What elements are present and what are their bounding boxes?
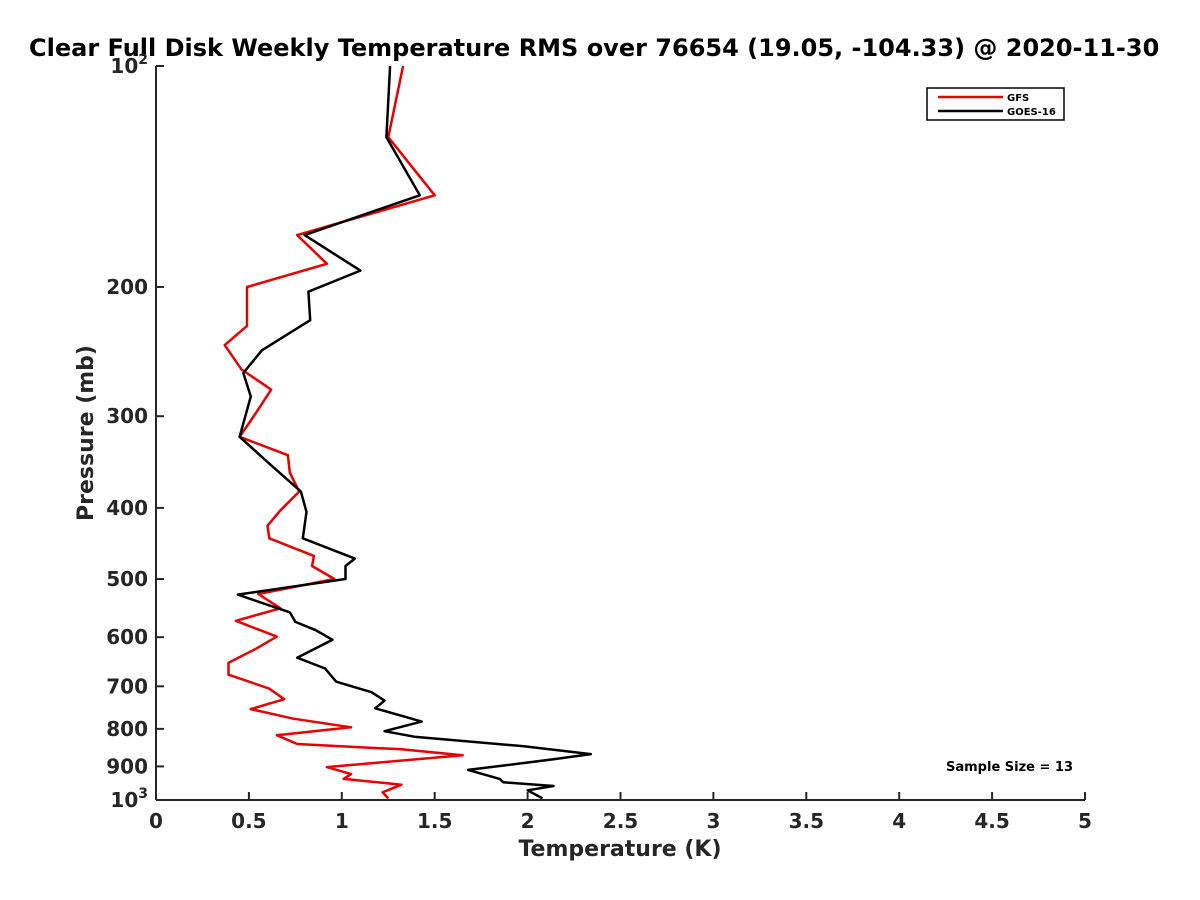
x-tick-label: 5 bbox=[1078, 809, 1092, 833]
y-tick-label: 400 bbox=[106, 496, 148, 520]
chart-title: Clear Full Disk Weekly Temperature RMS o… bbox=[29, 34, 1159, 62]
y-tick-label: 102 bbox=[110, 52, 148, 78]
legend: GFS GOES-16 bbox=[926, 87, 1065, 121]
y-tick-label: 800 bbox=[106, 717, 148, 741]
y-axis-label: Pressure (mb) bbox=[74, 345, 99, 521]
y-tick-label: 700 bbox=[106, 674, 148, 698]
y-tick-label-base: 400 bbox=[106, 496, 148, 520]
legend-label-gfs: GFS bbox=[1007, 93, 1029, 104]
y-tick-label-base: 900 bbox=[106, 754, 148, 778]
y-tick-label-exponent: 3 bbox=[138, 786, 148, 802]
legend-box bbox=[926, 87, 1065, 121]
x-tick-label: 4.5 bbox=[974, 809, 1009, 833]
y-tick-label-base: 800 bbox=[106, 717, 148, 741]
y-tick-label-base: 500 bbox=[106, 567, 148, 591]
y-tick-label-base: 200 bbox=[106, 275, 148, 299]
x-tick-label: 3 bbox=[706, 809, 720, 833]
x-ticks: 0 0.5 1 1.5 2 2.5 3 3.5 4 4.5 5 bbox=[149, 792, 1092, 833]
y-tick-label: 103 bbox=[110, 786, 148, 812]
y-tick-label-base: 10 bbox=[110, 54, 138, 78]
y-tick-label-base: 700 bbox=[106, 674, 148, 698]
y-tick-label-base: 300 bbox=[106, 404, 148, 428]
legend-label-goes-16: GOES-16 bbox=[1007, 107, 1056, 118]
x-tick-label: 0.5 bbox=[231, 809, 266, 833]
x-tick-label: 1.5 bbox=[417, 809, 452, 833]
x-axis-label: Temperature (K) bbox=[518, 837, 721, 862]
series-line-goes-16 bbox=[236, 65, 593, 800]
y-tick-label: 600 bbox=[106, 625, 148, 649]
x-tick-label: 2 bbox=[521, 809, 535, 833]
y-tick-label: 300 bbox=[106, 404, 148, 428]
y-tick-label-base: 600 bbox=[106, 625, 148, 649]
plot-area: 0 0.5 1 1.5 2 2.5 3 3.5 4 4.5 5 102200300400500600… bbox=[106, 52, 1092, 833]
x-tick-label: 0 bbox=[149, 809, 163, 833]
sample-size-annotation: Sample Size = 13 bbox=[946, 760, 1073, 775]
x-tick-label: 2.5 bbox=[603, 809, 638, 833]
x-tick-label: 1 bbox=[335, 809, 349, 833]
series-line-gfs bbox=[223, 65, 464, 800]
y-tick-label-exponent: 2 bbox=[138, 52, 148, 68]
series-lines bbox=[223, 65, 593, 800]
y-tick-label: 500 bbox=[106, 567, 148, 591]
x-tick-label: 4 bbox=[892, 809, 906, 833]
y-tick-label: 900 bbox=[106, 754, 148, 778]
x-tick-label: 3.5 bbox=[789, 809, 824, 833]
y-tick-label: 200 bbox=[106, 275, 148, 299]
y-tick-label-base: 10 bbox=[110, 788, 138, 812]
